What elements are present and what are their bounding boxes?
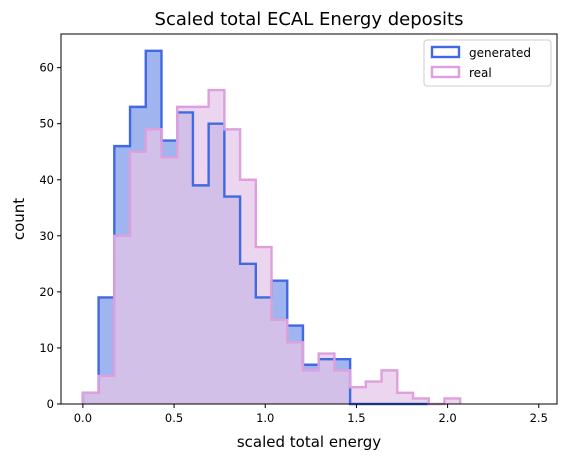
bar-real: [255, 247, 272, 404]
series-real-fill: [82, 90, 461, 404]
bar-real: [381, 370, 398, 404]
legend-label-real: real: [469, 66, 492, 80]
y-tick-label: 60: [39, 61, 54, 75]
bar-real: [302, 370, 319, 404]
x-tick-label: 1.0: [256, 411, 274, 425]
x-axis-label: scaled total energy: [237, 433, 381, 451]
legend-swatch-real: [430, 65, 461, 79]
y-tick-label: 30: [39, 229, 54, 243]
series-real-outline: [81, 88, 462, 406]
bar-real: [98, 375, 115, 404]
legend-label-generated: generated: [469, 46, 531, 60]
bar-real: [114, 235, 131, 404]
chart-title: Scaled total ECAL Energy deposits: [155, 9, 464, 30]
bar-real: [192, 106, 209, 404]
bar-real: [271, 319, 288, 404]
bar-real: [365, 381, 382, 404]
y-tick-label: 10: [39, 341, 54, 355]
bar-real: [208, 90, 225, 404]
bar-real: [177, 106, 194, 404]
bar-real: [130, 151, 147, 404]
bar-real: [350, 387, 367, 404]
bar-real: [224, 129, 241, 404]
bar-real: [397, 392, 414, 404]
x-tick-label: 2.0: [438, 411, 456, 425]
y-tick-label: 20: [39, 285, 54, 299]
bar-real: [82, 392, 99, 404]
bar-real: [318, 353, 335, 404]
x-tick-label: 0.5: [165, 411, 183, 425]
bar-real: [161, 157, 178, 404]
plot-frame: [60, 33, 558, 405]
plot-area: [81, 49, 462, 406]
bar-real: [412, 398, 430, 404]
bar-real: [334, 370, 351, 404]
y-tick-label: 0: [47, 397, 54, 411]
bar-real: [444, 398, 461, 404]
x-tick-label: 2.5: [530, 411, 548, 425]
y-axis-label: count: [10, 198, 28, 240]
y-tick-label: 40: [39, 173, 54, 187]
series-generated-outline: [81, 49, 429, 406]
bar-real: [287, 342, 304, 404]
bar-real: [145, 129, 162, 404]
y-tick-label: 50: [39, 117, 54, 131]
legend: generated real: [423, 39, 552, 87]
axes: 0.0 0.5 1.0 1.5 2.0 2.5 0 10 20 30 40 50 60: [39, 33, 558, 425]
bar-real: [240, 179, 257, 404]
legend-swatch-generated: [430, 45, 461, 59]
legend-box: [423, 39, 552, 87]
x-tick-label: 1.5: [347, 411, 365, 425]
x-tick-label: 0.0: [74, 411, 92, 425]
